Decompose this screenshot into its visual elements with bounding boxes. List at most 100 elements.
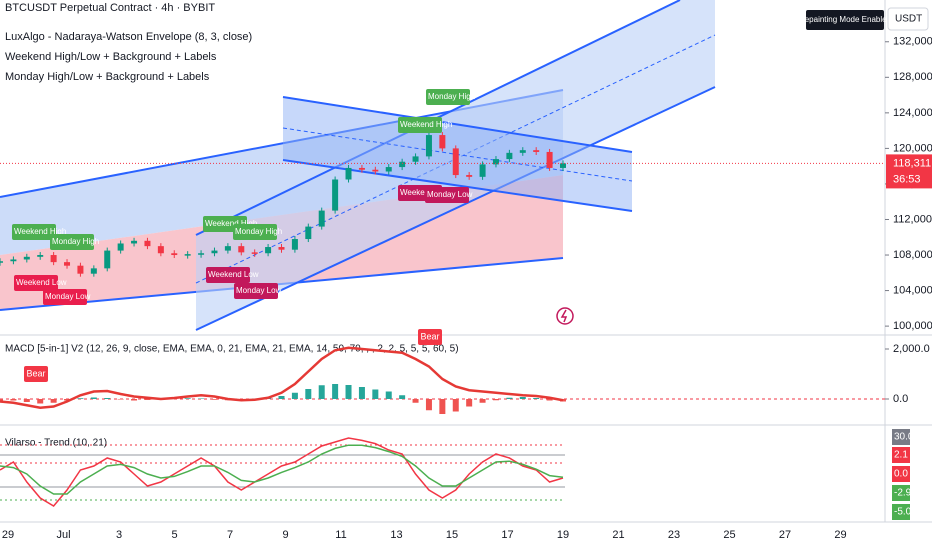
badge-bg bbox=[806, 10, 884, 30]
histogram-bar bbox=[64, 399, 71, 401]
candle bbox=[332, 179, 339, 211]
annotation-bg bbox=[425, 187, 469, 203]
x-tick-label: 5 bbox=[171, 529, 177, 541]
histogram-bar bbox=[385, 391, 392, 399]
candle bbox=[479, 164, 486, 177]
histogram-bar bbox=[358, 387, 365, 399]
candle bbox=[171, 253, 178, 256]
candle bbox=[506, 152, 513, 160]
histogram-bar bbox=[144, 399, 151, 400]
histogram-bar bbox=[506, 397, 513, 399]
x-tick-label: 29 bbox=[834, 529, 846, 541]
indicator-label: Monday High/Low + Background + Labels bbox=[5, 71, 210, 83]
histogram-bar bbox=[372, 389, 379, 399]
annotation-bg bbox=[426, 89, 470, 105]
y-tick-label: 2,000.0 bbox=[893, 343, 930, 355]
candle bbox=[23, 256, 30, 260]
icon[interactable] bbox=[556, 307, 574, 325]
scale-label: 0.0 bbox=[894, 469, 908, 480]
countdown: 36:53 bbox=[893, 173, 921, 185]
histogram-bar bbox=[10, 399, 17, 401]
candle bbox=[265, 247, 272, 254]
x-tick-label: 25 bbox=[723, 529, 735, 541]
candle bbox=[385, 167, 392, 172]
annotation: Monday High bbox=[52, 237, 99, 246]
indicator-label: LuxAlgo - Nadaraya-Watson Envelope (8, 3… bbox=[5, 31, 252, 43]
annotation-bg bbox=[12, 224, 56, 240]
candle bbox=[560, 163, 566, 168]
trend-line-series bbox=[0, 444, 564, 495]
annotation: Weekend High bbox=[400, 120, 452, 129]
candle bbox=[37, 255, 44, 257]
histogram-bar bbox=[117, 399, 124, 400]
pane-title: Vilarso - Trend (10, 21) bbox=[5, 438, 107, 449]
candle bbox=[10, 259, 17, 262]
currency-box[interactable] bbox=[887, 7, 929, 31]
histogram-bar bbox=[452, 399, 459, 412]
candle bbox=[466, 175, 473, 177]
annotation: Weekend Low bbox=[16, 278, 67, 287]
candle bbox=[50, 255, 57, 263]
histogram-bar bbox=[184, 398, 191, 399]
candle bbox=[157, 246, 164, 254]
histogram-bar bbox=[90, 397, 97, 399]
scale-label-bg bbox=[892, 485, 910, 501]
histogram-bar bbox=[492, 399, 499, 401]
histogram-bar bbox=[211, 399, 218, 400]
scale-label: 2.1 bbox=[894, 450, 908, 461]
candle bbox=[399, 161, 406, 168]
icon bbox=[560, 309, 568, 323]
trend-line-series bbox=[0, 437, 564, 507]
candle bbox=[77, 265, 84, 274]
y-tick-label: 124,000.0 bbox=[893, 107, 932, 119]
scale-label: -2.9 bbox=[894, 488, 912, 499]
x-tick-label: 17 bbox=[501, 529, 513, 541]
candle bbox=[291, 239, 298, 250]
candle bbox=[64, 262, 71, 266]
candle bbox=[372, 169, 379, 172]
histogram-bar bbox=[519, 397, 526, 399]
annotation: Weekend Low bbox=[208, 270, 259, 279]
histogram-bar bbox=[533, 398, 540, 399]
candle bbox=[519, 150, 526, 153]
annotation-bg bbox=[24, 366, 48, 382]
candle bbox=[318, 210, 325, 227]
histogram-bar bbox=[546, 399, 553, 401]
annotation: Monday High bbox=[428, 92, 475, 101]
candle bbox=[305, 226, 312, 240]
candle bbox=[546, 151, 553, 168]
histogram-bar bbox=[345, 385, 352, 399]
trend-line bbox=[282, 96, 633, 153]
currency[interactable]: USDT bbox=[895, 14, 922, 25]
y-tick-label: 112,000.0 bbox=[893, 213, 932, 225]
annotation: Weekend High bbox=[14, 227, 66, 236]
y-tick-label: 108,000.0 bbox=[893, 249, 932, 261]
x-tick-label: 21 bbox=[612, 529, 624, 541]
candle bbox=[0, 261, 3, 263]
candle bbox=[90, 268, 97, 274]
histogram-bar bbox=[278, 396, 285, 399]
candle bbox=[131, 240, 138, 244]
last-price-box bbox=[886, 154, 932, 189]
histogram-bar bbox=[0, 399, 3, 401]
y-tick-label: 132,000.0 bbox=[893, 36, 932, 48]
histogram-bar bbox=[439, 399, 446, 414]
x-tick-label: 9 bbox=[282, 529, 288, 541]
candle bbox=[412, 156, 419, 162]
histogram-bar bbox=[399, 395, 406, 399]
candle bbox=[104, 250, 111, 269]
scale-label-bg bbox=[892, 429, 910, 445]
x-tick-label: 19 bbox=[557, 529, 569, 541]
x-tick-label: 15 bbox=[446, 529, 458, 541]
candle bbox=[439, 135, 446, 149]
histogram-bar bbox=[104, 398, 111, 399]
candle bbox=[211, 250, 218, 254]
x-tick-label: Jul bbox=[56, 529, 70, 541]
annotation-bg bbox=[206, 267, 250, 283]
annotation: Bear bbox=[420, 331, 439, 341]
candle bbox=[278, 247, 285, 250]
candle bbox=[425, 135, 432, 157]
annotation-bg bbox=[14, 275, 58, 291]
